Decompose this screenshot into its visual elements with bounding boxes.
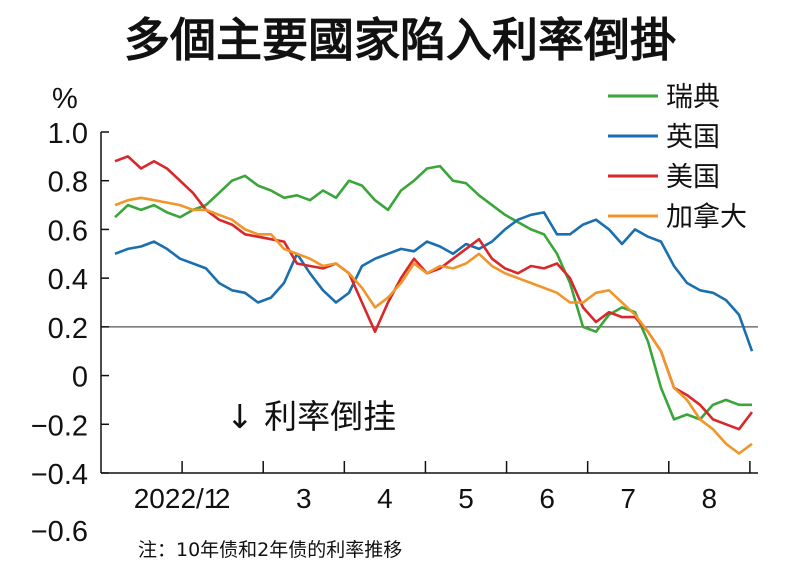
x-tick-label: 6 bbox=[539, 483, 555, 514]
footnote: 注：10年债和2年债的利率推移 bbox=[138, 539, 402, 561]
x-tick-label: 5 bbox=[458, 483, 474, 514]
axes: 1.0 0.8 0.6 0.4 0.2 0 −0.2 −0.4 −0.6 2022/12 3 4 5 6 7… bbox=[31, 118, 758, 548]
y-tick-label: −0.6 bbox=[31, 516, 88, 548]
y-tick-label: −0.2 bbox=[31, 410, 88, 442]
x-tick-label: 7 bbox=[620, 483, 636, 514]
y-tick-label: 0.6 bbox=[48, 215, 88, 247]
x-tick-label: 4 bbox=[377, 483, 393, 514]
series-line-加拿大 bbox=[114, 196, 753, 455]
x-tick-label: 8 bbox=[702, 483, 718, 514]
y-tick-label: 0 bbox=[72, 362, 88, 394]
x-tick-label: 3 bbox=[296, 483, 312, 514]
legend-label: 加拿大 bbox=[666, 202, 747, 233]
inversion-annotation: ↓ 利率倒挂 bbox=[226, 397, 396, 436]
x-tick-label: 2022/1 bbox=[134, 483, 220, 514]
y-tick-label: 0.8 bbox=[48, 167, 88, 199]
legend-label: 美国 bbox=[666, 162, 720, 193]
y-tick-label: −0.4 bbox=[31, 459, 88, 491]
series-lines bbox=[114, 155, 754, 455]
chart-title: 多個主要國家陷入利率倒掛 bbox=[124, 13, 676, 67]
series-line-美国 bbox=[114, 155, 754, 431]
x-tick-label: 2 bbox=[215, 483, 231, 514]
legend-label: 英国 bbox=[666, 122, 720, 153]
y-tick-label: 0.2 bbox=[48, 313, 88, 345]
y-tick-label: 1.0 bbox=[48, 118, 88, 150]
y-tick-label: 0.4 bbox=[48, 264, 88, 296]
series-line-英国 bbox=[114, 211, 754, 352]
y-axis-unit-label: % bbox=[52, 83, 78, 115]
series-line-瑞典 bbox=[114, 164, 752, 421]
legend-label: 瑞典 bbox=[666, 82, 720, 113]
